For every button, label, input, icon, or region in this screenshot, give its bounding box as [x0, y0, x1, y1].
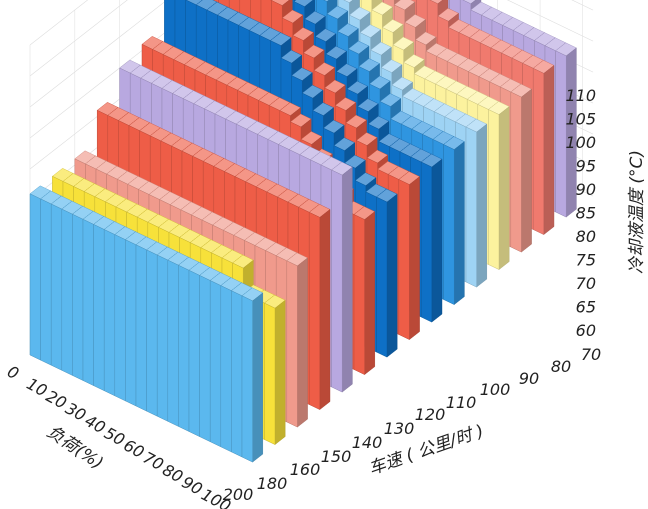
gridline: [29, 0, 89, 46]
bar: [532, 60, 555, 236]
bar: [241, 287, 264, 463]
bar: [286, 252, 308, 428]
gridline: [29, 0, 128, 77]
speed-tick-label: 90: [519, 369, 539, 388]
z-tick-label: 85: [576, 204, 596, 223]
z-tick-label: 70: [576, 274, 596, 293]
z-tick-label: 100: [565, 133, 596, 152]
z-tick-label: 90: [576, 180, 596, 199]
bar: [555, 42, 577, 218]
speed-tick-label: 150: [321, 447, 352, 466]
z-tick-label: 80: [576, 227, 596, 246]
z-tick-label: 65: [576, 298, 596, 317]
bar: [398, 171, 420, 341]
speed-tick-label: 200: [223, 485, 254, 504]
bar: [353, 206, 376, 376]
speed-tick-label: 120: [415, 405, 446, 424]
gridline: [29, 0, 168, 108]
bar: [376, 188, 398, 358]
z-tick-label: 60: [576, 321, 596, 340]
speed-tick-label: 140: [352, 433, 383, 452]
gridline: [506, 0, 594, 42]
speed-tick-label: 110: [446, 393, 477, 412]
bar: [308, 204, 331, 411]
bar: [264, 294, 286, 446]
z-axis-label: 冷却液温度 (°C): [627, 150, 647, 274]
bar: [488, 101, 510, 271]
z-tick-label: 110: [565, 86, 596, 105]
bar: [465, 118, 488, 288]
load-tick-label: 0: [4, 362, 22, 384]
z-tick-label: 75: [576, 251, 596, 270]
speed-tick-label: 130: [384, 419, 415, 438]
bar: [420, 153, 443, 323]
speed-tick-label: 70: [581, 345, 601, 364]
bar: [510, 83, 532, 253]
z-tick-label: 105: [565, 110, 596, 129]
bar: [443, 136, 465, 306]
bar: [331, 161, 353, 393]
z-tick-label: 95: [576, 157, 596, 176]
chart-bars: [29, 0, 577, 463]
speed-tick-label: 80: [551, 357, 571, 376]
speed-tick-label: 100: [480, 380, 511, 399]
speed-tick-label: 180: [257, 474, 288, 493]
speed-tick-label: 160: [290, 460, 321, 479]
